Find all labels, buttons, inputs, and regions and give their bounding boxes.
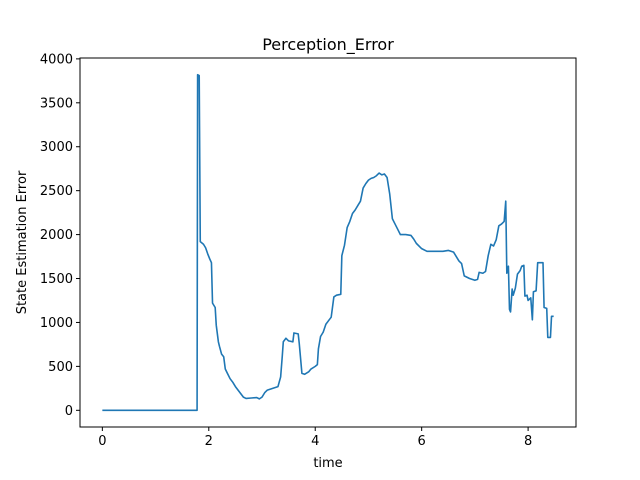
y-tick-label: 4000	[40, 52, 73, 67]
y-tick-label: 3000	[40, 140, 73, 155]
x-tick-label: 2	[205, 434, 213, 449]
x-tick-label: 4	[311, 434, 319, 449]
y-tick-label: 2500	[40, 184, 73, 199]
x-tick-label: 8	[524, 434, 532, 449]
x-tick-label: 6	[418, 434, 426, 449]
y-axis-ticks: 0 500 1000 1500 2000 2500 3000 3500 4000	[40, 52, 80, 419]
y-tick-label: 1000	[40, 316, 73, 331]
y-tick-label: 0	[65, 404, 73, 419]
x-tick-label: 0	[98, 434, 106, 449]
x-axis-label: time	[313, 456, 342, 471]
plot-background	[80, 58, 576, 427]
y-tick-label: 2000	[40, 228, 73, 243]
y-axis-label: State Estimation Error	[15, 170, 30, 314]
y-tick-label: 500	[48, 360, 73, 375]
series-line-0	[102, 73, 554, 412]
chart-title: Perception_Error	[262, 35, 394, 55]
series-layer	[102, 73, 554, 412]
y-tick-label: 3500	[40, 96, 73, 111]
plot-frame	[79, 57, 577, 428]
y-tick-label: 1500	[40, 272, 73, 287]
x-axis-ticks: 0 2 4 6 8	[98, 427, 532, 449]
